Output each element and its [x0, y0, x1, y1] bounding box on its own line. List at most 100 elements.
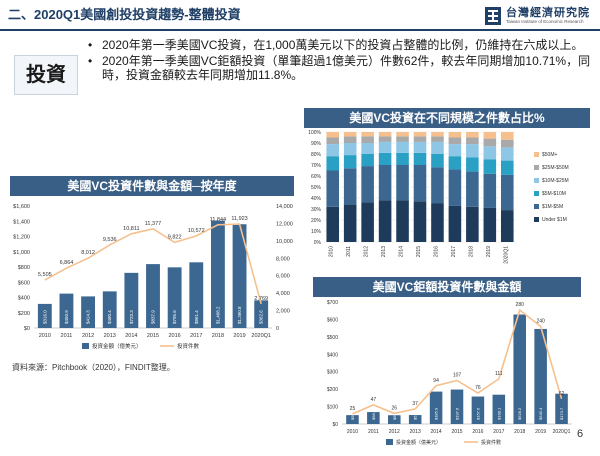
- x-tick-label: 2017: [190, 333, 202, 339]
- stacked-bar-segment: [343, 168, 357, 205]
- line-value-label: 111: [495, 371, 503, 377]
- line-value-label: 280: [516, 302, 525, 308]
- stacked-bar-segment: [361, 132, 374, 137]
- line-value-label: 11,377: [145, 221, 161, 227]
- bar: [346, 415, 359, 424]
- x-tick-label: 2018: [468, 246, 474, 257]
- bar: [37, 303, 52, 328]
- stacked-bar-segment: [326, 144, 340, 157]
- y-left-tick-label: $400: [327, 352, 338, 358]
- x-tick-label: 2016: [472, 429, 483, 435]
- x-tick-label: 2012: [364, 246, 370, 257]
- y-left-tick-label: $600: [327, 317, 338, 323]
- line-value-label: 10,572: [188, 228, 205, 234]
- y-right-tick-label: 2,000: [276, 309, 290, 315]
- line-value-label: 26: [391, 405, 397, 411]
- x-tick-label: 2013: [104, 333, 116, 339]
- bar: [388, 415, 401, 424]
- x-tick-label: 2013: [381, 246, 387, 257]
- stacked-bar-segment: [466, 157, 479, 172]
- stacked-bar-segment: [343, 136, 357, 143]
- bar-value-label: $316.0: [42, 310, 47, 324]
- y-left-tick-label: $1,400: [13, 219, 30, 225]
- y-left-tick-label: $200: [18, 311, 30, 317]
- x-tick-label: 2012: [389, 429, 400, 435]
- stacked-bar-segment: [378, 165, 392, 201]
- bar: [102, 291, 117, 328]
- stacked-bar-segment: [448, 137, 462, 145]
- stacked-bar-segment: [431, 136, 444, 142]
- x-tick-label: 2014: [431, 429, 442, 435]
- stacked-bar-segment: [466, 206, 479, 242]
- y-tick-label: 80%: [311, 152, 322, 158]
- stacked-bar-segment: [448, 144, 462, 157]
- x-tick-label: 2010: [347, 429, 358, 435]
- bar-value-label: $50.4: [392, 409, 397, 420]
- stacked-bar-segment: [326, 137, 340, 145]
- x-tick-label: 2010: [39, 333, 51, 339]
- summary-list: • 2020年第一季美國VC投資，在1,000萬美元以下的投資占整體的比例，仍維持…: [88, 38, 594, 84]
- x-tick-label: 2020Q1: [503, 246, 509, 264]
- y-left-tick-label: $1,600: [13, 204, 30, 210]
- y-tick-label: 60%: [311, 174, 322, 180]
- x-tick-label: 2010: [329, 246, 335, 257]
- line-value-label: 9,822: [168, 234, 182, 240]
- legend-swatch: [534, 165, 539, 170]
- y-left-tick-label: $500: [327, 335, 338, 341]
- bar: [167, 267, 182, 328]
- stacked-bar-segment: [396, 136, 409, 142]
- stacked-bar-segment: [483, 207, 497, 242]
- stacked-bar-segment: [466, 171, 479, 207]
- x-tick-label: 2020Q1: [251, 333, 271, 339]
- bar: [555, 393, 568, 424]
- legend-swatch: [82, 343, 89, 349]
- y-tick-label: 10%: [311, 229, 322, 235]
- stacked-bar-segment: [396, 132, 409, 137]
- count-line: [352, 308, 563, 415]
- bar: [408, 415, 422, 424]
- bar: [59, 293, 74, 328]
- legend-swatch: [534, 178, 539, 183]
- bar-value-label: $157.6: [475, 407, 480, 420]
- summary-bullet-text: 2020年第一季美國VC投資，在1,000萬美元以下的投資占整體的比例，仍維持在…: [102, 38, 584, 52]
- bar-value-label: $628.2: [517, 407, 522, 420]
- bar: [513, 314, 526, 424]
- legend-label: $10M-$25M: [542, 178, 569, 184]
- page-number: 6: [577, 428, 584, 440]
- legend-label: $25M-$50M: [542, 165, 569, 171]
- y-tick-label: 100%: [308, 130, 321, 136]
- stacked-bar-segment: [413, 136, 427, 142]
- line-value-label: 11,844: [210, 217, 226, 223]
- line-value-label: 62: [559, 391, 565, 397]
- slide-title: 二、2020Q1美國創投投資趨勢-整體投資: [8, 7, 241, 22]
- stacked-bar-segment: [343, 204, 357, 242]
- bar: [471, 396, 485, 424]
- stacked-bar-segment: [483, 173, 497, 208]
- x-tick-label: 2014: [399, 246, 405, 257]
- y-left-tick-label: $600: [18, 280, 30, 286]
- bar-value-label: $1,408.2: [215, 306, 220, 324]
- legend-swatch: [534, 191, 539, 196]
- legend-label: 投資金額（億美元）: [396, 439, 441, 446]
- size-share-chart-title: 美國VC投資在不同規模之件數占比%: [304, 108, 590, 128]
- bar-value-label: $545.4: [538, 407, 543, 420]
- annual-investment-chart-title: 美國VC投資件數與金額─按年度: [10, 176, 294, 196]
- stacked-bar-segment: [378, 200, 392, 242]
- legend-swatch: [534, 152, 539, 157]
- y-right-tick-label: 6,000: [276, 274, 290, 280]
- y-right-tick-label: 10,000: [276, 239, 293, 245]
- x-tick-label: 2017: [493, 429, 504, 435]
- bar-value-label: $837.9: [151, 310, 156, 324]
- legend-label: $50M+: [542, 152, 558, 158]
- x-tick-label: 2018: [212, 333, 224, 339]
- x-tick-label: 2011: [368, 429, 379, 435]
- stacked-bar-segment: [413, 141, 427, 153]
- legend-swatch: [386, 439, 393, 445]
- count-line: [44, 223, 262, 305]
- stacked-bar-segment: [483, 159, 497, 174]
- bar: [124, 272, 139, 328]
- line-value-label: 5,505: [38, 272, 52, 278]
- x-tick-label: 2019: [233, 333, 245, 339]
- bar: [492, 394, 506, 424]
- source-note: 資料來源：Pitchbook（2020），FINDIT整理。: [12, 363, 175, 372]
